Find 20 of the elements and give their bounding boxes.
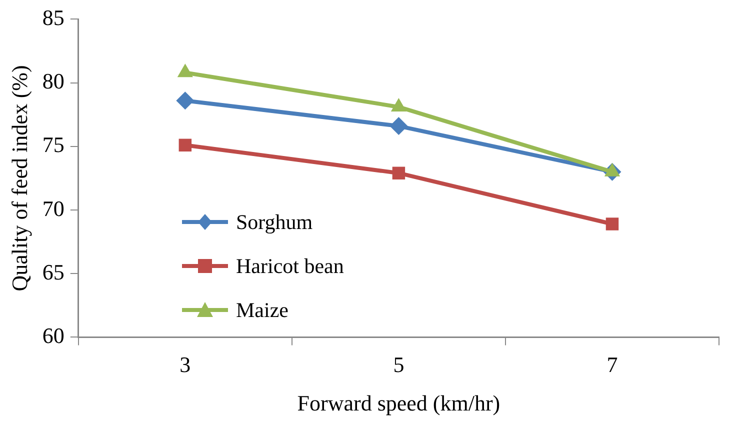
x-tick-label: 5 xyxy=(393,352,404,378)
legend-label: Sorghum xyxy=(236,210,313,234)
y-tick-label: 65 xyxy=(42,259,64,284)
point xyxy=(178,138,192,152)
x-tick-label: 7 xyxy=(606,352,618,378)
y-tick-label: 60 xyxy=(42,322,64,348)
y-tick-label: 75 xyxy=(42,132,64,158)
legend-label: Haricot bean xyxy=(236,254,344,278)
y-tick-label: 80 xyxy=(42,68,64,94)
point xyxy=(177,64,193,78)
point xyxy=(392,166,406,180)
y-tick-label: 85 xyxy=(42,4,64,30)
legend-label: Maize xyxy=(236,298,288,322)
y-axis-title: Quality of feed index (%) xyxy=(6,65,32,292)
x-axis-title: Forward speed (km/hr) xyxy=(297,390,500,416)
point xyxy=(176,92,194,110)
x-tick-label: 3 xyxy=(180,352,191,378)
point xyxy=(390,117,408,136)
y-tick-label: 70 xyxy=(42,196,64,221)
point xyxy=(606,218,619,230)
